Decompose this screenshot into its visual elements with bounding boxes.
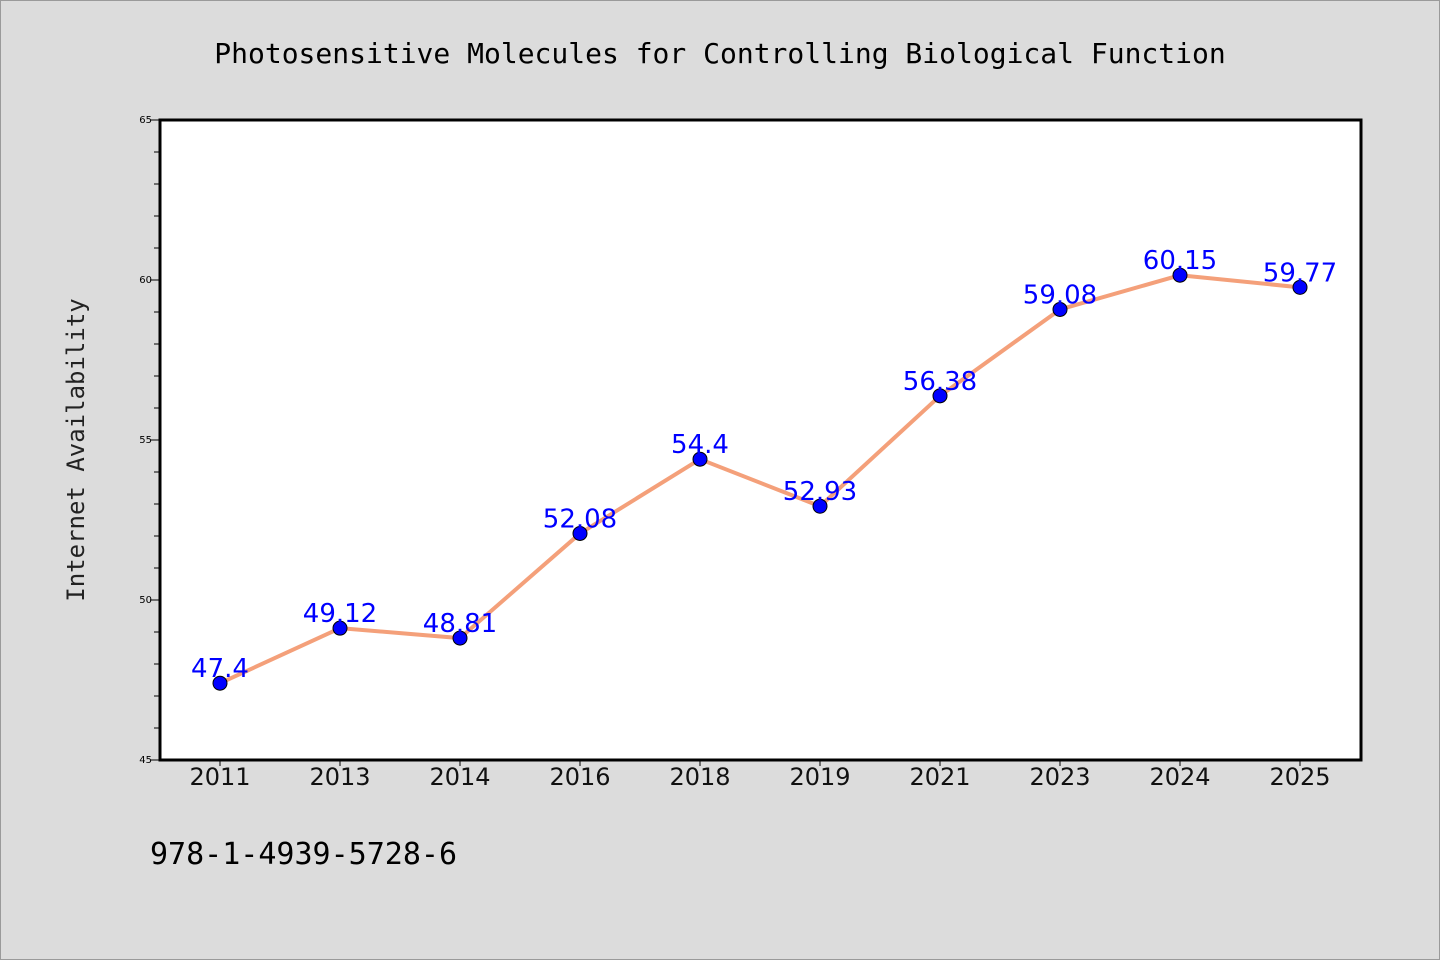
x-tick-label: 2019 — [789, 763, 850, 791]
x-tick-label: 2021 — [909, 763, 970, 791]
data-point-marker — [812, 498, 828, 514]
chart-title: Photosensitive Molecules for Controlling… — [214, 37, 1225, 70]
y-axis-label: Internet Availability — [62, 298, 90, 601]
series-line — [218, 273, 1302, 686]
marker-group — [212, 267, 1308, 691]
y-tick-label: 55 — [139, 435, 152, 446]
data-point-marker — [332, 620, 348, 636]
data-point-marker — [1172, 267, 1188, 283]
data-label: 47.4 — [191, 654, 249, 684]
data-label: 52.93 — [783, 477, 857, 507]
x-tick-label: 2025 — [1269, 763, 1330, 791]
data-label-group: 47.4 49.12 48.81 52.08 54.4 52.93 56.38 59.08 60… — [191, 246, 1337, 684]
isbn-note: 978-1-4939-5728-6 — [150, 837, 457, 872]
x-axis: 2011 2013 2014 2016 2018 2019 2021 2023 2024 2025 — [189, 760, 1331, 791]
x-tick-label: 2011 — [189, 763, 250, 791]
x-tick-label: 2014 — [429, 763, 490, 791]
data-label: 49.12 — [303, 599, 377, 629]
y-tick-label: 60 — [139, 275, 152, 286]
data-point-marker — [572, 525, 588, 541]
data-label: 60.15 — [1143, 246, 1217, 276]
x-tick-label: 2023 — [1029, 763, 1090, 791]
data-point-marker — [1052, 301, 1068, 317]
plot-area — [158, 118, 1363, 762]
data-label: 56.38 — [903, 367, 977, 397]
data-label: 59.77 — [1263, 258, 1337, 288]
series-line-group — [218, 273, 1302, 686]
data-label: 59.08 — [1023, 280, 1097, 310]
y-axis: 45 50 55 60 65 — [139, 115, 160, 766]
y-tick-label: 65 — [139, 115, 152, 126]
data-point-marker — [692, 451, 708, 467]
data-point-marker — [1292, 279, 1308, 295]
y-tick-label: 45 — [139, 755, 152, 766]
x-tick-label: 2024 — [1149, 763, 1210, 791]
x-tick-label: 2013 — [309, 763, 370, 791]
data-label: 54.4 — [671, 430, 729, 460]
data-label: 52.08 — [543, 504, 617, 534]
y-tick-label: 50 — [139, 595, 152, 606]
x-tick-label: 2018 — [669, 763, 730, 791]
data-point-marker — [452, 630, 468, 646]
data-label: 48.81 — [423, 609, 497, 639]
data-point-marker — [212, 675, 228, 691]
data-point-marker — [932, 388, 948, 404]
x-tick-label: 2016 — [549, 763, 610, 791]
